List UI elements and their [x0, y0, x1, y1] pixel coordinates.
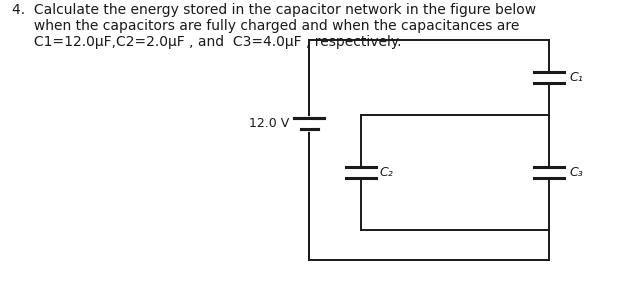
Text: C₃: C₃: [569, 166, 583, 179]
Text: C₂: C₂: [380, 166, 394, 179]
Text: C₁: C₁: [569, 71, 583, 84]
Text: 12.0 V: 12.0 V: [249, 117, 289, 130]
Text: 4.  Calculate the energy stored in the capacitor network in the figure below
   : 4. Calculate the energy stored in the ca…: [12, 3, 537, 49]
